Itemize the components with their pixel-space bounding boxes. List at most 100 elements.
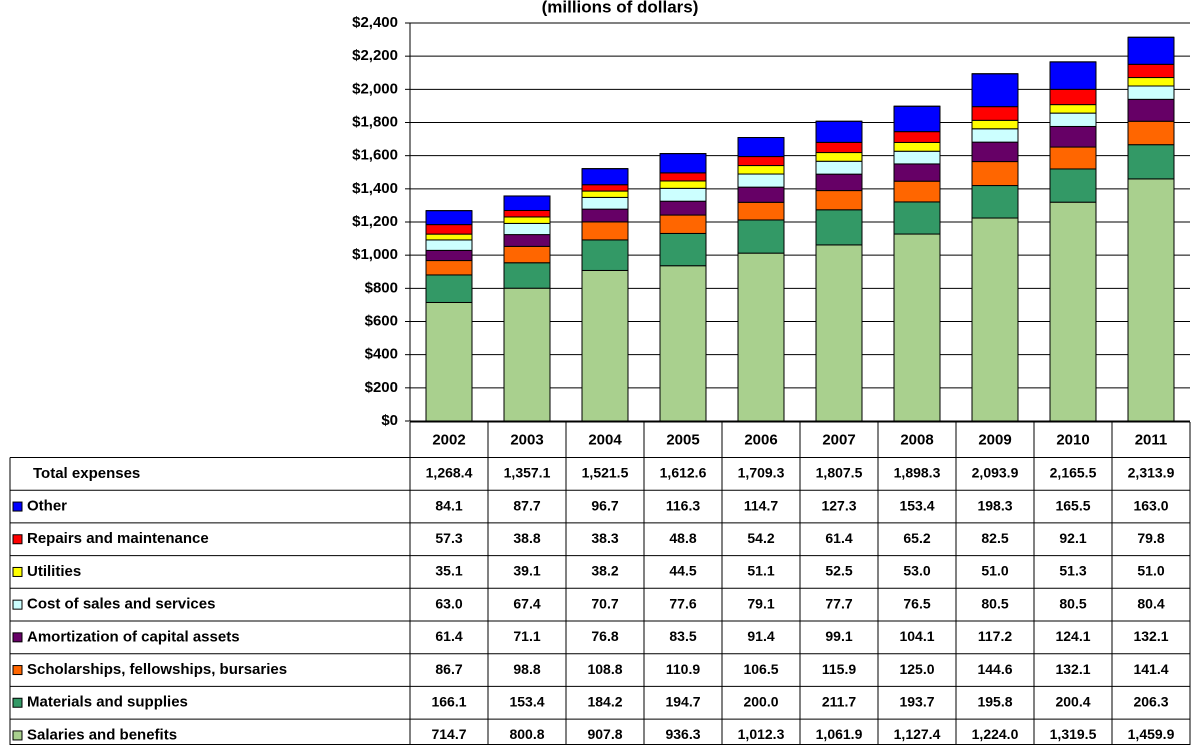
bar-segment — [1049, 88, 1097, 106]
y-tick-label: $2,200 — [352, 47, 398, 64]
table-cell: 1,459.9 — [1128, 726, 1175, 742]
table-cell: 106.5 — [743, 661, 778, 677]
table-cell: 67.4 — [513, 595, 540, 611]
bar-segment — [659, 200, 707, 216]
bar-segment — [815, 152, 863, 162]
y-tick-label: $800 — [365, 279, 398, 296]
y-tick-label: $200 — [365, 379, 398, 396]
table-cell: 194.7 — [665, 693, 700, 709]
bar-segment — [815, 209, 863, 246]
table-cell: 87.7 — [513, 497, 540, 513]
bar-segment — [971, 185, 1019, 219]
x-tick-label: 2010 — [1056, 432, 1089, 449]
table-cell: 1,224.0 — [972, 726, 1019, 742]
y-tick-label: $0 — [381, 412, 398, 429]
bar-segment — [737, 201, 785, 221]
table-cell: 1,521.5 — [582, 465, 629, 481]
table-cell: 77.7 — [825, 595, 852, 611]
table-cell: 99.1 — [825, 628, 852, 644]
bar-segment — [815, 173, 863, 192]
x-tick-label: 2009 — [978, 432, 1011, 449]
table-cell: 110.9 — [666, 661, 700, 677]
table-cell: 153.4 — [899, 497, 934, 513]
bar-segment — [425, 301, 473, 422]
bar-segment — [1049, 146, 1097, 170]
bar-segment — [893, 150, 941, 165]
table-cell: 132.1 — [1055, 661, 1090, 677]
table-cell: 1,709.3 — [738, 465, 785, 481]
bar-segment — [659, 153, 707, 174]
table-cell: 96.7 — [591, 497, 618, 513]
bar-segment — [893, 131, 941, 143]
y-tick-label: $1,800 — [352, 113, 398, 130]
table-cell: 153.4 — [509, 693, 544, 709]
bar-segment — [1127, 178, 1175, 422]
table-cell: 38.2 — [591, 563, 618, 579]
x-tick-label: 2007 — [822, 432, 855, 449]
table-cell: 61.4 — [825, 530, 852, 546]
table-cell: 86.7 — [435, 661, 462, 677]
table-cell: 115.9 — [822, 661, 856, 677]
table-cell: 76.8 — [591, 628, 618, 644]
legend-swatch — [12, 665, 23, 676]
y-tick-label: $600 — [365, 312, 398, 329]
table-row-label: Scholarships, fellowships, bursaries — [27, 661, 287, 678]
bar-segment — [659, 180, 707, 189]
table-cell: 1,061.9 — [816, 726, 863, 742]
bar-segment — [971, 141, 1019, 163]
table-cell: 200.0 — [743, 693, 778, 709]
y-tick-label: $1,400 — [352, 180, 398, 197]
bar-segment — [503, 234, 551, 247]
y-tick-label: $2,000 — [352, 80, 398, 97]
bar-segment — [1127, 36, 1175, 65]
bar-segment — [737, 219, 785, 254]
table-cell: 211.7 — [822, 693, 856, 709]
y-tick-label: $1,600 — [352, 147, 398, 164]
table-row-label: Amortization of capital assets — [27, 628, 240, 645]
table-cell: 98.8 — [513, 661, 540, 677]
table-cell: 82.5 — [981, 530, 1008, 546]
table-cell: 124.1 — [1055, 628, 1090, 644]
table-cell: 54.2 — [747, 530, 774, 546]
bar-segment — [1049, 168, 1097, 203]
bar-segment — [815, 244, 863, 422]
y-tick-label: $2,400 — [352, 14, 398, 31]
table-row-label: Total expenses — [33, 465, 140, 482]
bar-segment — [971, 161, 1019, 187]
bar-segment — [659, 232, 707, 267]
table-cell: 195.8 — [977, 693, 1012, 709]
bar-segment — [503, 245, 551, 264]
table-cell: 79.8 — [1137, 530, 1164, 546]
x-tick-label: 2004 — [588, 432, 622, 449]
bar-segment — [893, 233, 941, 422]
bar-segment — [581, 196, 629, 210]
bar-segment — [893, 201, 941, 235]
bar-segment — [425, 249, 473, 262]
bar-segment — [503, 222, 551, 236]
bar-segment — [1127, 144, 1175, 180]
table-cell: 35.1 — [435, 563, 462, 579]
legend-swatch — [12, 632, 23, 643]
bar-segment — [581, 168, 629, 186]
table-cell: 63.0 — [435, 595, 462, 611]
bar-segment — [425, 274, 473, 303]
table-cell: 1,898.3 — [894, 465, 941, 481]
bar-segment — [659, 172, 707, 182]
table-cell: 2,165.5 — [1050, 465, 1097, 481]
bar-segment — [815, 190, 863, 211]
bar-segment — [425, 239, 473, 251]
table-cell: 1,357.1 — [504, 465, 551, 481]
table-cell: 2,313.9 — [1128, 465, 1175, 481]
bar-segment — [425, 233, 473, 241]
y-tick-label: $1,200 — [352, 213, 398, 230]
table-cell: 2,093.9 — [972, 465, 1019, 481]
bar-segment — [971, 217, 1019, 422]
table-cell: 1,319.5 — [1050, 726, 1097, 742]
table-cell: 125.0 — [899, 661, 934, 677]
bar-segment — [581, 239, 629, 271]
bar-segment — [1127, 85, 1175, 100]
bar-segment — [815, 141, 863, 154]
table-cell: 61.4 — [435, 628, 462, 644]
table-cell: 163.0 — [1133, 497, 1168, 513]
table-cell: 104.1 — [899, 628, 934, 644]
